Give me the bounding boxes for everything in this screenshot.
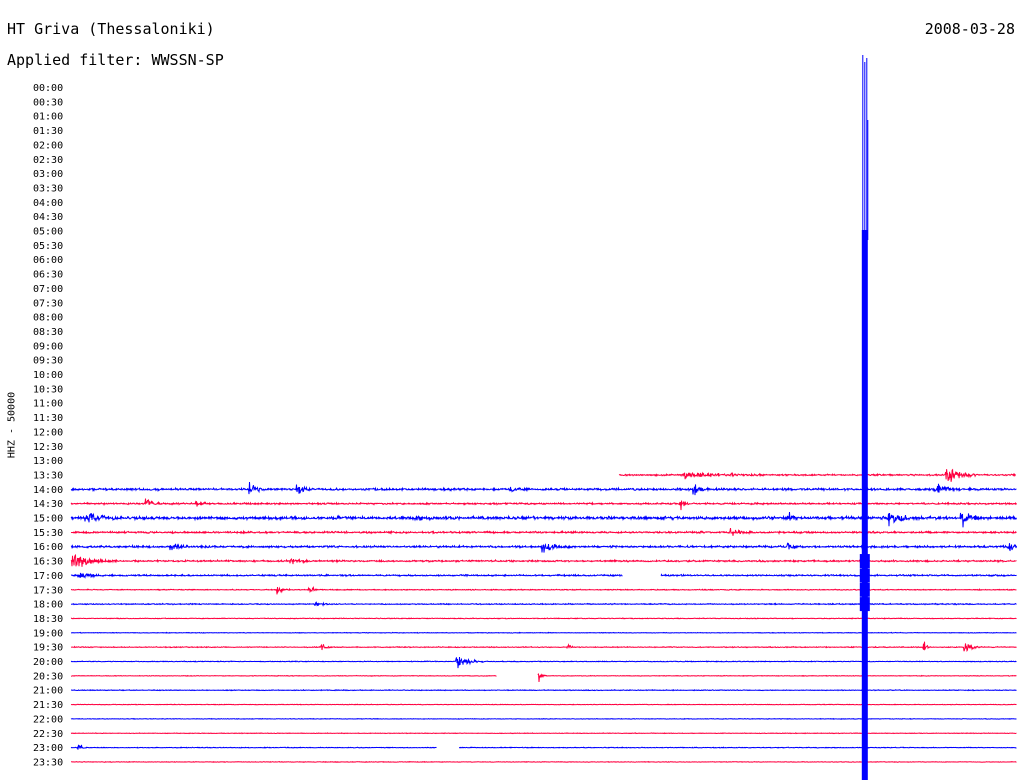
trace-2130 (70, 703, 1017, 706)
row-time-label: 12:30 (33, 442, 63, 453)
large-event-burst (859, 568, 870, 583)
trace-2030 (70, 674, 497, 677)
row-time-label: 12:00 (33, 427, 63, 438)
row-time-label: 04:30 (33, 212, 63, 223)
row-time-label: 22:30 (33, 729, 63, 740)
trace-2030 (537, 673, 1017, 683)
trace-2300 (459, 746, 1017, 749)
row-time-label: 15:00 (33, 514, 63, 525)
row-time-label: 21:00 (33, 686, 63, 697)
row-time-label: 00:00 (33, 83, 63, 94)
row-time-label: 11:00 (33, 399, 63, 410)
trace-1800 (71, 601, 1017, 607)
trace-2330 (71, 760, 1017, 764)
large-event-burst (859, 554, 870, 569)
time-labels: 00:00 00:30 01:00 01:30 02:00 02:30 03:00 03:30… (33, 83, 63, 768)
row-time-label: 18:30 (33, 614, 63, 625)
row-time-label: 13:00 (33, 456, 63, 467)
row-time-label: 08:30 (33, 327, 63, 338)
large-event-body (861, 230, 868, 780)
row-time-label: 02:30 (33, 155, 63, 166)
row-time-label: 15:30 (33, 528, 63, 539)
row-time-label: 23:30 (33, 757, 63, 768)
trace-1600 (70, 542, 1017, 553)
trace-2100 (71, 688, 1017, 692)
row-time-label: 01:00 (33, 112, 63, 123)
trace-1700 (70, 572, 623, 579)
row-time-label: 20:00 (33, 657, 63, 668)
row-time-label: 14:30 (33, 499, 63, 510)
trace-1400 (70, 481, 1017, 496)
row-time-label: 18:00 (33, 600, 63, 611)
row-time-label: 09:30 (33, 356, 63, 367)
row-time-label: 01:30 (33, 126, 63, 137)
row-time-label: 22:00 (33, 714, 63, 725)
row-time-label: 17:30 (33, 585, 63, 596)
trace-1330 (618, 468, 1017, 482)
trace-1430 (70, 498, 1017, 511)
trace-2200 (70, 717, 1017, 720)
row-time-label: 10:30 (33, 384, 63, 395)
row-time-label: 19:00 (33, 628, 63, 639)
row-time-label: 08:00 (33, 313, 63, 324)
large-event-burst (859, 582, 870, 597)
record-date: 2008-03-28 (924, 20, 1015, 38)
trace-1530 (70, 528, 1017, 536)
row-time-label: 03:00 (33, 169, 63, 180)
row-time-label: 00:30 (33, 97, 63, 108)
trace-1700 (660, 573, 1017, 578)
row-time-label: 07:00 (33, 284, 63, 295)
trace-1500 (70, 511, 1017, 528)
trace-1830 (70, 617, 1017, 620)
row-time-label: 21:30 (33, 700, 63, 711)
row-time-label: 06:00 (33, 255, 63, 266)
trace-2300 (70, 744, 437, 750)
large-event (859, 55, 870, 780)
row-time-label: 03:30 (33, 183, 63, 194)
row-time-label: 13:30 (33, 470, 63, 481)
traces (70, 468, 1017, 764)
trace-1930 (70, 641, 1017, 653)
row-time-label: 16:30 (33, 557, 63, 568)
trace-1630 (70, 553, 1017, 567)
trace-2230 (70, 732, 1017, 735)
row-time-label: 02:00 (33, 140, 63, 151)
row-time-label: 23:00 (33, 743, 63, 754)
row-time-label: 19:30 (33, 643, 63, 654)
row-time-label: 09:00 (33, 341, 63, 352)
row-time-label: 16:00 (33, 542, 63, 553)
row-time-label: 04:00 (33, 198, 63, 209)
row-time-label: 20:30 (33, 671, 63, 682)
row-time-label: 07:30 (33, 298, 63, 309)
row-time-label: 05:30 (33, 241, 63, 252)
trace-1730 (70, 585, 1017, 595)
row-time-label: 11:30 (33, 413, 63, 424)
row-time-label: 10:00 (33, 370, 63, 381)
station-title: HT Griva (Thessaloniki) (7, 20, 215, 38)
trace-2000 (70, 656, 1017, 669)
row-time-label: 14:00 (33, 485, 63, 496)
trace-1900 (71, 631, 1017, 634)
large-event-burst (859, 597, 870, 612)
row-time-label: 06:30 (33, 270, 63, 281)
row-time-label: 17:00 (33, 571, 63, 582)
row-time-label: 05:00 (33, 227, 63, 238)
filter-label: Applied filter: WWSSN-SP (7, 51, 224, 69)
